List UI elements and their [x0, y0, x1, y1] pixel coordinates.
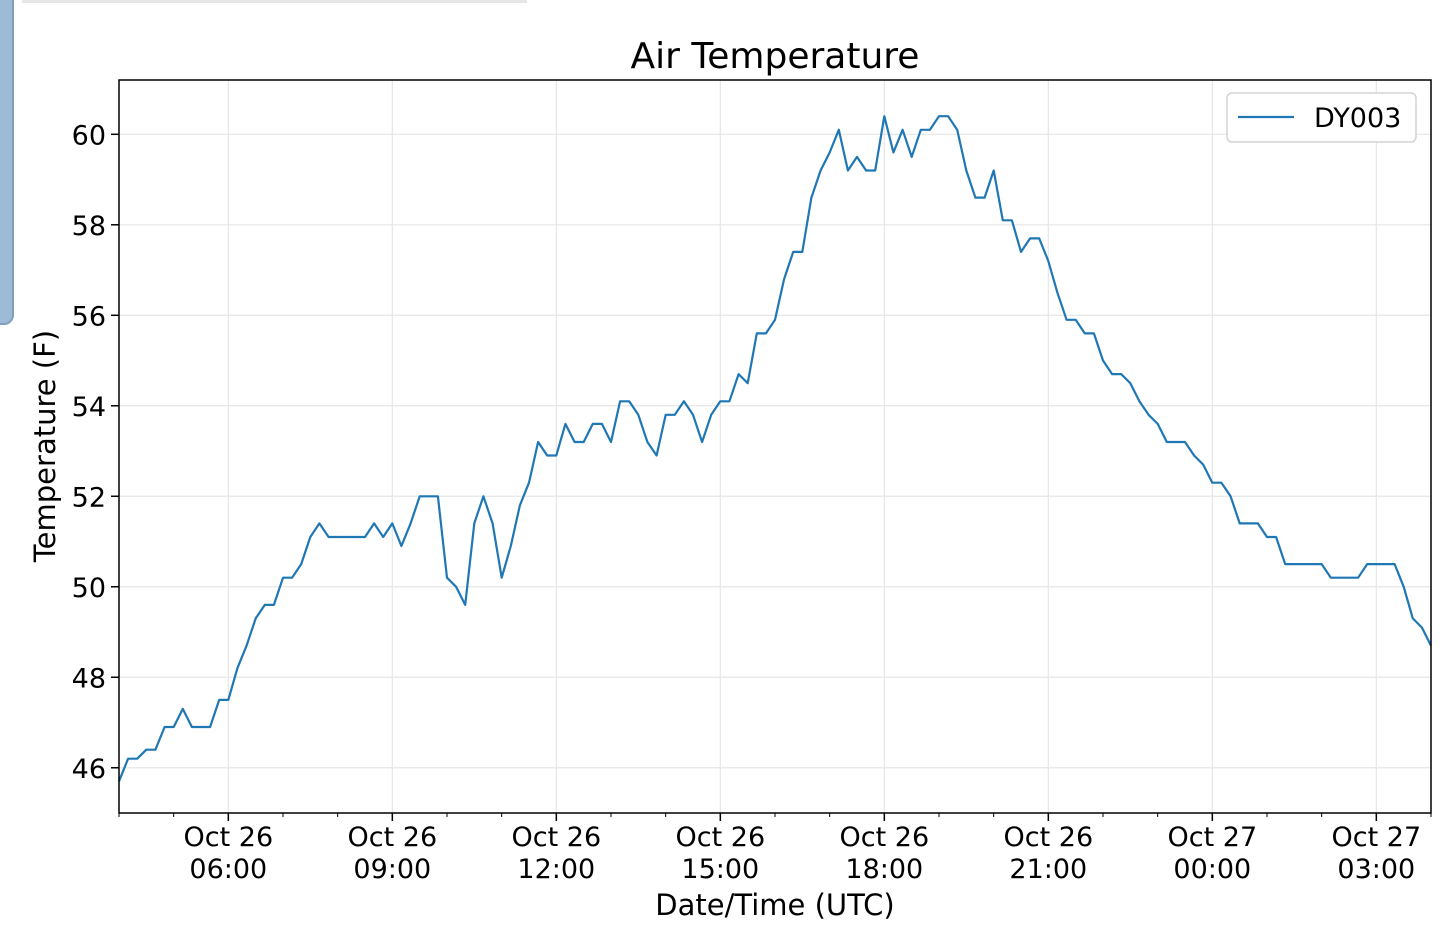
side-panel-tab[interactable]: [0, 0, 14, 325]
y-tick-label: 50: [72, 573, 106, 604]
x-tick-label-date: Oct 27: [1168, 822, 1258, 853]
x-tick-label-time: 18:00: [845, 854, 923, 885]
y-axis-label: Temperature (F): [28, 330, 62, 563]
x-tick-label-time: 15:00: [681, 854, 759, 885]
legend: DY003: [1226, 92, 1417, 143]
x-tick-label-time: 21:00: [1009, 854, 1087, 885]
x-tick-label-date: Oct 26: [184, 822, 274, 853]
chart-title: Air Temperature: [631, 36, 920, 77]
x-tick-label-time: 06:00: [189, 854, 267, 885]
legend-box: [1226, 92, 1417, 143]
series-layer: [117, 115, 1432, 782]
x-tick-label-time: 03:00: [1337, 854, 1415, 885]
y-tick-label: 48: [72, 663, 106, 694]
x-tick-label-date: Oct 26: [676, 822, 766, 853]
y-tick-label: 56: [72, 301, 106, 332]
x-tick-label-date: Oct 27: [1332, 822, 1422, 853]
series-line-dy003: [117, 115, 1432, 782]
x-axis-label: Date/Time (UTC): [655, 888, 894, 922]
y-tick-label: 58: [72, 211, 106, 242]
x-tick-label-time: 09:00: [353, 854, 431, 885]
y-tick-label: 60: [72, 120, 106, 151]
legend-label-dy003: DY003: [1314, 103, 1401, 134]
x-tick-label-time: 00:00: [1173, 854, 1251, 885]
y-axis: 46 48 50 52 54 56 58 60: [72, 120, 119, 785]
y-tick-label: 46: [72, 754, 106, 785]
y-tick-label: 52: [72, 482, 106, 513]
plot-frame: [118, 79, 1432, 814]
x-tick-label-time: 12:00: [517, 854, 595, 885]
top-toolbar-strip: [22, 0, 527, 3]
x-tick-label-date: Oct 26: [512, 822, 602, 853]
y-tick-label: 54: [72, 392, 106, 423]
x-tick-label-date: Oct 26: [348, 822, 438, 853]
x-tick-label-date: Oct 26: [840, 822, 930, 853]
grid-lines: [119, 80, 1431, 813]
x-tick-label-date: Oct 26: [1004, 822, 1094, 853]
